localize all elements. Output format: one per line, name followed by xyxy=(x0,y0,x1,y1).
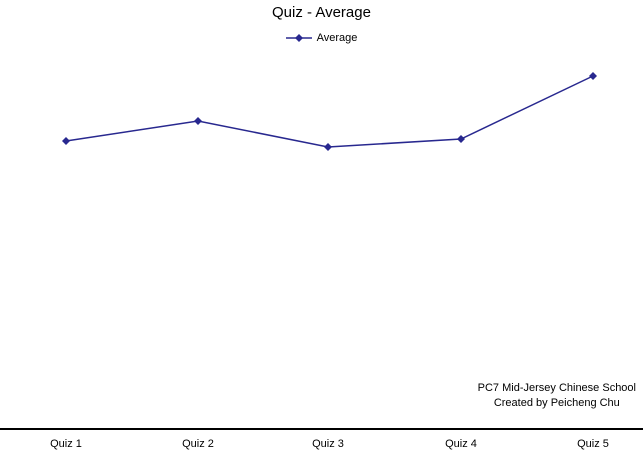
credit-line-1: PC7 Mid-Jersey Chinese School xyxy=(477,382,636,394)
x-axis-label: Quiz 1 xyxy=(50,438,82,450)
chart-title: Quiz - Average xyxy=(272,4,371,21)
legend-series-marker-icon xyxy=(285,34,312,42)
series-line xyxy=(65,75,594,148)
data-point-marker xyxy=(62,137,70,145)
data-point-marker xyxy=(457,135,465,143)
x-axis-label: Quiz 5 xyxy=(577,438,609,450)
x-axis-label: Quiz 2 xyxy=(182,438,214,450)
credit-line-2: Created by Peicheng Chu xyxy=(493,397,620,409)
legend: Average xyxy=(0,32,643,44)
legend-label: Average xyxy=(316,32,358,44)
data-point-marker xyxy=(324,143,332,151)
x-axis-label: Quiz 4 xyxy=(445,438,477,450)
data-point-marker xyxy=(589,72,597,80)
x-axis-labels: Quiz 1 Quiz 2 Quiz 3 Quiz 4 Quiz 5 xyxy=(0,438,643,454)
credit-text: PC7 Mid-Jersey Chinese School Created by… xyxy=(478,381,636,411)
x-axis-label: Quiz 3 xyxy=(312,438,344,450)
data-point-marker xyxy=(194,117,202,125)
x-axis-line xyxy=(0,428,643,430)
